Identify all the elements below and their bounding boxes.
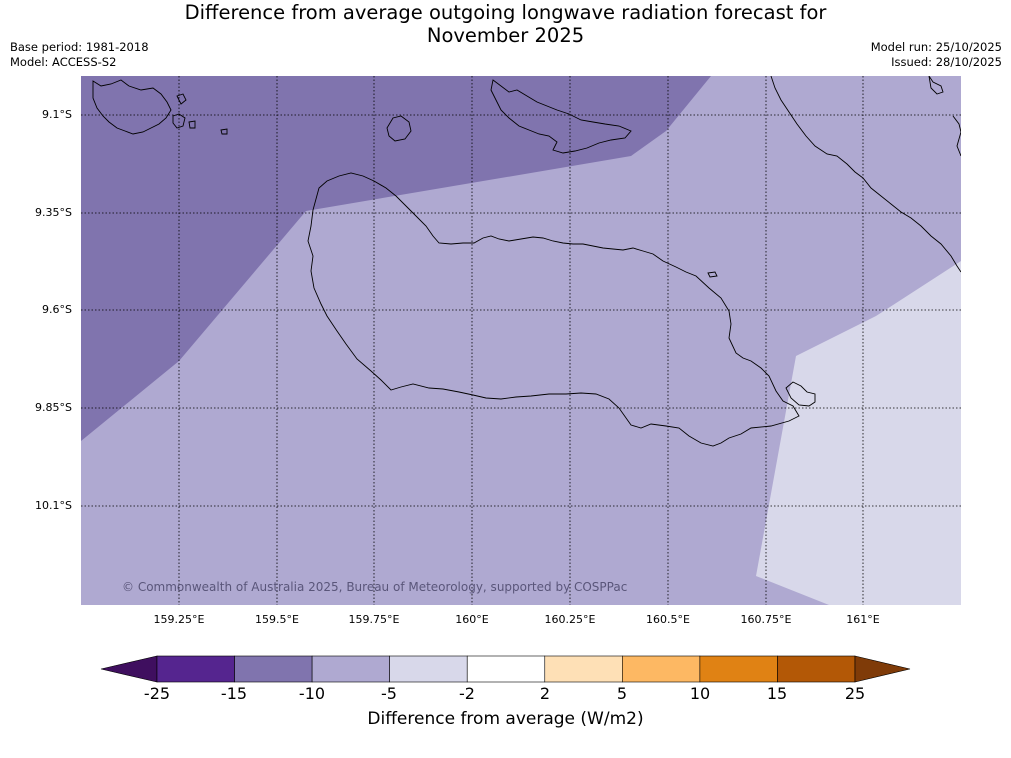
lon-label-160-5: 160.5°E bbox=[646, 613, 690, 626]
colorbar-segment-1 bbox=[156, 655, 235, 683]
coastline-malaita-north bbox=[928, 76, 944, 95]
coastlines bbox=[92, 76, 961, 447]
colorbar-segment-8 bbox=[699, 655, 778, 683]
colorbar bbox=[100, 655, 911, 683]
coastline-islet-1 bbox=[172, 113, 186, 129]
colorbar-tick-25: 25 bbox=[844, 684, 866, 703]
lon-label-160: 160°E bbox=[455, 613, 489, 626]
lon-label-160-75: 160.75°E bbox=[740, 613, 792, 626]
colorbar-title: Difference from average (W/m2) bbox=[367, 709, 644, 729]
copyright-credit: © Commonwealth of Australia 2025, Bureau… bbox=[122, 580, 628, 594]
coastline-malaita-east bbox=[952, 115, 961, 157]
title-line-2: November 2025 bbox=[426, 24, 585, 47]
colorbar-tick-minus-5: -5 bbox=[381, 684, 397, 703]
model-run-text: Model run: 25/10/2025 bbox=[870, 40, 1002, 54]
colorbar-tick-5: 5 bbox=[616, 684, 628, 703]
meta-left: Base period: 1981-2018 Model: ACCESS-S2 bbox=[10, 40, 149, 70]
colorbar-tick-minus-10: -10 bbox=[298, 684, 326, 703]
colorbar-tick-minus-2: -2 bbox=[459, 684, 475, 703]
coastline-islet-4 bbox=[188, 120, 196, 129]
issued-text: Issued: 28/10/2025 bbox=[891, 55, 1002, 69]
graticule bbox=[81, 76, 961, 605]
lat-label-10-1: 10.1°S bbox=[35, 499, 72, 512]
colorbar-tick-15: 15 bbox=[766, 684, 788, 703]
lon-label-161: 161°E bbox=[846, 613, 880, 626]
colorbar-segment-9 bbox=[777, 655, 856, 683]
lon-label-159-25: 159.25°E bbox=[153, 613, 205, 626]
lon-label-159-75: 159.75°E bbox=[348, 613, 400, 626]
colorbar-segment-6 bbox=[544, 655, 623, 683]
colorbar-segment-4 bbox=[389, 655, 468, 683]
map-title: Difference from average outgoing longwav… bbox=[0, 1, 1011, 47]
anomaly-band-dark bbox=[81, 76, 711, 441]
colorbar-segment-2 bbox=[234, 655, 313, 683]
anomaly-band-light bbox=[756, 261, 961, 605]
coastline-marau-islets bbox=[785, 381, 816, 407]
coastline-nggela-islands bbox=[490, 79, 632, 154]
map-canvas bbox=[81, 76, 961, 605]
colorbar-tick-2: 2 bbox=[539, 684, 551, 703]
base-period-text: Base period: 1981-2018 bbox=[10, 40, 149, 54]
forecast-map: © Commonwealth of Australia 2025, Bureau… bbox=[81, 76, 961, 605]
colorbar-extend-low bbox=[100, 655, 158, 683]
colorbar-tick-10: 10 bbox=[689, 684, 711, 703]
colorbar-tick-minus-15: -15 bbox=[220, 684, 248, 703]
lat-label-9-1: 9.1°S bbox=[42, 108, 72, 121]
colorbar-tick-minus-25: -25 bbox=[143, 684, 171, 703]
coastline-islands-top-left bbox=[92, 79, 172, 135]
coastline-islet-3 bbox=[220, 128, 228, 135]
colorbar-segment-7 bbox=[622, 655, 701, 683]
coastline-islet-5 bbox=[707, 271, 718, 278]
meta-right: Model run: 25/10/2025 Issued: 28/10/2025 bbox=[871, 40, 1002, 70]
title-line-1: Difference from average outgoing longwav… bbox=[184, 1, 827, 24]
coastline-main-island bbox=[307, 172, 800, 447]
coastline-savo-island bbox=[386, 115, 412, 142]
lat-label-9-35: 9.35°S bbox=[35, 206, 72, 219]
lat-label-9-6: 9.6°S bbox=[42, 303, 72, 316]
colorbar-segments bbox=[100, 655, 911, 683]
coastline-islet-2 bbox=[176, 93, 187, 105]
colorbar-segment-5 bbox=[466, 655, 546, 683]
lat-label-9-85: 9.85°S bbox=[35, 401, 72, 414]
model-text: Model: ACCESS-S2 bbox=[10, 55, 117, 69]
lon-label-159-5: 159.5°E bbox=[255, 613, 299, 626]
colorbar-segment-3 bbox=[311, 655, 390, 683]
lon-label-160-25: 160.25°E bbox=[544, 613, 596, 626]
coastline-malaita bbox=[770, 76, 961, 273]
colorbar-extend-high bbox=[854, 655, 911, 683]
